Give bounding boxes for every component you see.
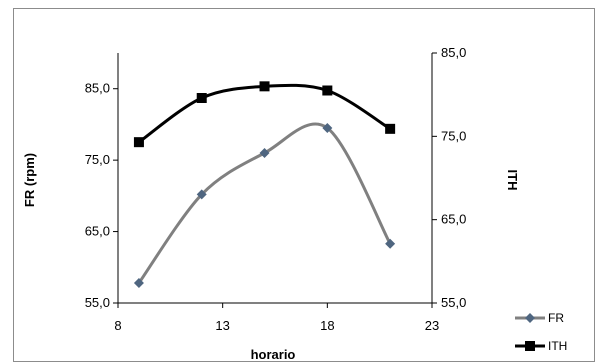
legend-marker-ith (525, 341, 535, 351)
data-point-ith (133, 137, 144, 148)
y-tick-label-left: 75,0 (85, 152, 110, 167)
data-point-fr (259, 148, 270, 158)
data-point-fr (133, 278, 144, 288)
y-tick-label-left: 85,0 (85, 81, 110, 96)
series (133, 81, 396, 288)
data-point-ith (196, 93, 207, 103)
series-line-fr (137, 122, 392, 284)
x-axis-title: horario (251, 347, 296, 362)
data-point-ith (385, 123, 396, 134)
x-tick-label: 8 (114, 318, 121, 333)
data-point-fr (385, 238, 396, 249)
data-point-ith (259, 81, 270, 92)
y-tick-label-left: 65,0 (85, 224, 110, 239)
x-tick-label: 23 (425, 318, 439, 333)
x-tick-label: 13 (215, 318, 229, 333)
legend: FR ITH (515, 311, 567, 353)
data-point-ith (322, 85, 333, 96)
y-tick-label-left: 55,0 (85, 295, 110, 310)
y-tick-label-right: 55,0 (441, 295, 466, 310)
x-tick-label: 18 (320, 318, 334, 333)
legend-label-fr: FR (548, 311, 564, 325)
y-tick-label-right: 75,0 (441, 128, 466, 143)
series-line-ith (138, 83, 391, 144)
legend-label-ith: ITH (548, 339, 567, 353)
data-point-fr (322, 123, 333, 133)
y-tick-label-right: 65,0 (441, 212, 466, 227)
y-tick-label-right: 85,0 (441, 45, 466, 60)
y-axis-title-right: ITH (505, 170, 520, 191)
y-axis-title-left: FR (rpm) (22, 153, 37, 207)
legend-marker-fr (525, 313, 535, 323)
data-point-fr (196, 189, 207, 200)
